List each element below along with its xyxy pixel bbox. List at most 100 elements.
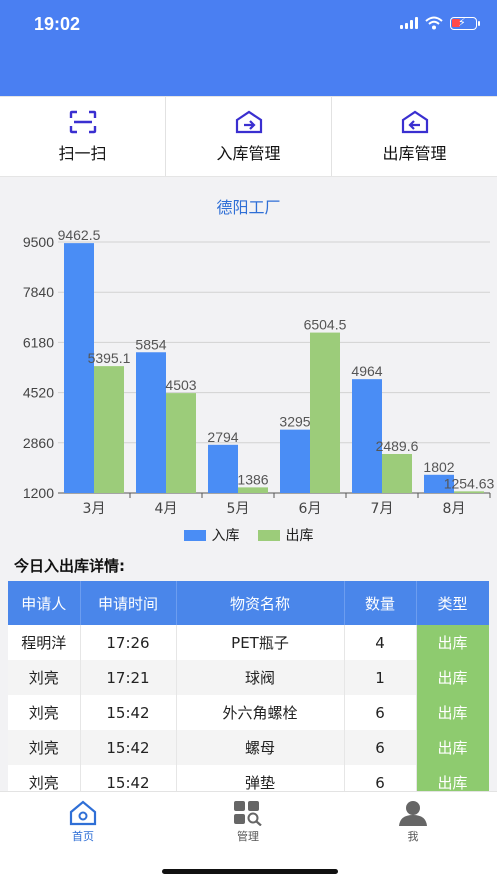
bar-in bbox=[208, 444, 238, 493]
data-label: 1802 bbox=[423, 459, 454, 475]
cell-type: 出库 bbox=[416, 765, 489, 791]
y-tick-label: 6180 bbox=[23, 334, 54, 350]
bar-in bbox=[136, 352, 166, 493]
cell-time: 15:42 bbox=[80, 730, 177, 765]
cell-quantity: 6 bbox=[344, 765, 417, 791]
data-label: 1254.63 bbox=[444, 475, 495, 491]
detail-table: 申请人 申请时间 物资名称 数量 类型 程明洋 17:26 PET瓶子 4 出库… bbox=[8, 581, 489, 791]
x-tick-label: 4月 bbox=[155, 501, 178, 517]
status-bar: 19:02 ⚡ bbox=[0, 0, 497, 96]
cell-type: 出库 bbox=[416, 730, 489, 765]
detail-table-container[interactable]: 申请人 申请时间 物资名称 数量 类型 程明洋 17:26 PET瓶子 4 出库… bbox=[8, 581, 489, 791]
table-header-row: 申请人 申请时间 物资名称 数量 类型 bbox=[8, 581, 489, 625]
legend-swatch-out bbox=[257, 529, 280, 541]
y-tick-label: 1200 bbox=[23, 485, 54, 501]
data-label: 5854 bbox=[135, 336, 166, 352]
table-row[interactable]: 刘亮 15:42 外六角螺栓 6 出库 bbox=[8, 695, 489, 730]
y-tick-label: 9500 bbox=[23, 234, 54, 250]
scan-button[interactable]: 扫一扫 bbox=[0, 97, 166, 176]
outbound-button[interactable]: 出库管理 bbox=[332, 97, 497, 176]
cell-time: 17:21 bbox=[80, 660, 177, 695]
x-tick-label: 6月 bbox=[299, 501, 322, 517]
y-tick-label: 7840 bbox=[23, 284, 54, 300]
bar-in bbox=[280, 429, 310, 493]
cell-applicant: 刘亮 bbox=[8, 695, 81, 730]
inbound-button[interactable]: 入库管理 bbox=[166, 97, 332, 176]
x-tick-label: 3月 bbox=[83, 501, 106, 517]
cell-applicant: 刘亮 bbox=[8, 660, 81, 695]
bar-out bbox=[94, 366, 124, 493]
header-type: 类型 bbox=[416, 581, 489, 625]
status-time: 19:02 bbox=[34, 14, 81, 34]
user-icon bbox=[399, 801, 427, 826]
data-label: 6504.5 bbox=[304, 317, 347, 333]
tab-me-label: 我 bbox=[407, 830, 419, 843]
tab-home-label: 首页 bbox=[72, 830, 94, 843]
scan-label: 扫一扫 bbox=[58, 143, 107, 163]
tab-home[interactable]: 首页 bbox=[43, 800, 123, 844]
y-tick-label: 2860 bbox=[23, 435, 54, 451]
data-label: 2794 bbox=[207, 429, 238, 445]
data-label: 5395.1 bbox=[88, 350, 131, 366]
cell-type: 出库 bbox=[416, 625, 489, 660]
cell-quantity: 1 bbox=[344, 660, 417, 695]
chart-title: 德阳工厂 bbox=[216, 198, 281, 217]
cell-material: 螺母 bbox=[176, 730, 345, 765]
section-title: 今日入出库详情: bbox=[14, 557, 125, 575]
cell-type: 出库 bbox=[416, 660, 489, 695]
legend-item-out[interactable]: 出库 bbox=[257, 525, 314, 545]
outbound-label: 出库管理 bbox=[382, 143, 447, 163]
status-icons: ⚡ bbox=[400, 16, 480, 30]
tab-bar: 首页 管理 我 bbox=[0, 791, 497, 883]
x-tick-label: 5月 bbox=[227, 501, 250, 517]
bar-out bbox=[238, 487, 268, 493]
legend-label-in: 入库 bbox=[211, 528, 240, 544]
tab-manage-label: 管理 bbox=[237, 830, 259, 843]
cell-quantity: 4 bbox=[344, 625, 417, 660]
cell-applicant: 刘亮 bbox=[8, 730, 81, 765]
header-time: 申请时间 bbox=[80, 581, 177, 625]
table-row[interactable]: 刘亮 15:42 螺母 6 出库 bbox=[8, 730, 489, 765]
header-material: 物资名称 bbox=[176, 581, 345, 625]
table-row[interactable]: 程明洋 17:26 PET瓶子 4 出库 bbox=[8, 625, 489, 660]
tab-me[interactable]: 我 bbox=[373, 800, 453, 844]
bar-in bbox=[424, 474, 454, 493]
bar-out bbox=[382, 454, 412, 493]
legend-label-out: 出库 bbox=[285, 528, 314, 544]
cell-material: 球阀 bbox=[176, 660, 345, 695]
data-label: 4503 bbox=[165, 377, 196, 393]
inbound-label: 入库管理 bbox=[216, 143, 281, 163]
cell-time: 17:26 bbox=[80, 625, 177, 660]
header-applicant: 申请人 bbox=[8, 581, 81, 625]
scan-icon bbox=[69, 110, 96, 133]
bar-out bbox=[454, 491, 484, 493]
home-icon bbox=[69, 800, 97, 826]
bar-chart: 1200 2860 4520 6180 7840 9500 3月 9462.5 5395.1 4月… bbox=[23, 227, 495, 517]
chart-legend: 入库 出库 bbox=[0, 525, 497, 545]
bar-in bbox=[352, 379, 382, 493]
cell-quantity: 6 bbox=[344, 730, 417, 765]
battery-icon: ⚡ bbox=[450, 16, 480, 30]
cell-material: 外六角螺栓 bbox=[176, 695, 345, 730]
inbound-icon bbox=[235, 110, 262, 133]
data-label: 9462.5 bbox=[58, 227, 101, 243]
manage-icon bbox=[234, 801, 262, 826]
table-row[interactable]: 刘亮 15:42 弹垫 6 出库 bbox=[8, 765, 489, 791]
cell-quantity: 6 bbox=[344, 695, 417, 730]
cell-material: 弹垫 bbox=[176, 765, 345, 791]
x-tick-label: 7月 bbox=[371, 501, 394, 517]
cell-applicant: 程明洋 bbox=[8, 625, 81, 660]
table-row[interactable]: 刘亮 17:21 球阀 1 出库 bbox=[8, 660, 489, 695]
data-label: 2489.6 bbox=[376, 438, 419, 454]
cell-type: 出库 bbox=[416, 695, 489, 730]
cell-material: PET瓶子 bbox=[176, 625, 345, 660]
cell-time: 15:42 bbox=[80, 765, 177, 791]
x-tick-label: 8月 bbox=[443, 501, 466, 517]
tab-manage[interactable]: 管理 bbox=[208, 800, 288, 844]
quick-actions: 扫一扫 入库管理 出库管理 bbox=[0, 96, 497, 177]
cell-time: 15:42 bbox=[80, 695, 177, 730]
data-label: 1386 bbox=[237, 471, 268, 487]
legend-item-in[interactable]: 入库 bbox=[183, 525, 240, 545]
data-label: 3295 bbox=[279, 414, 310, 430]
header-quantity: 数量 bbox=[344, 581, 417, 625]
